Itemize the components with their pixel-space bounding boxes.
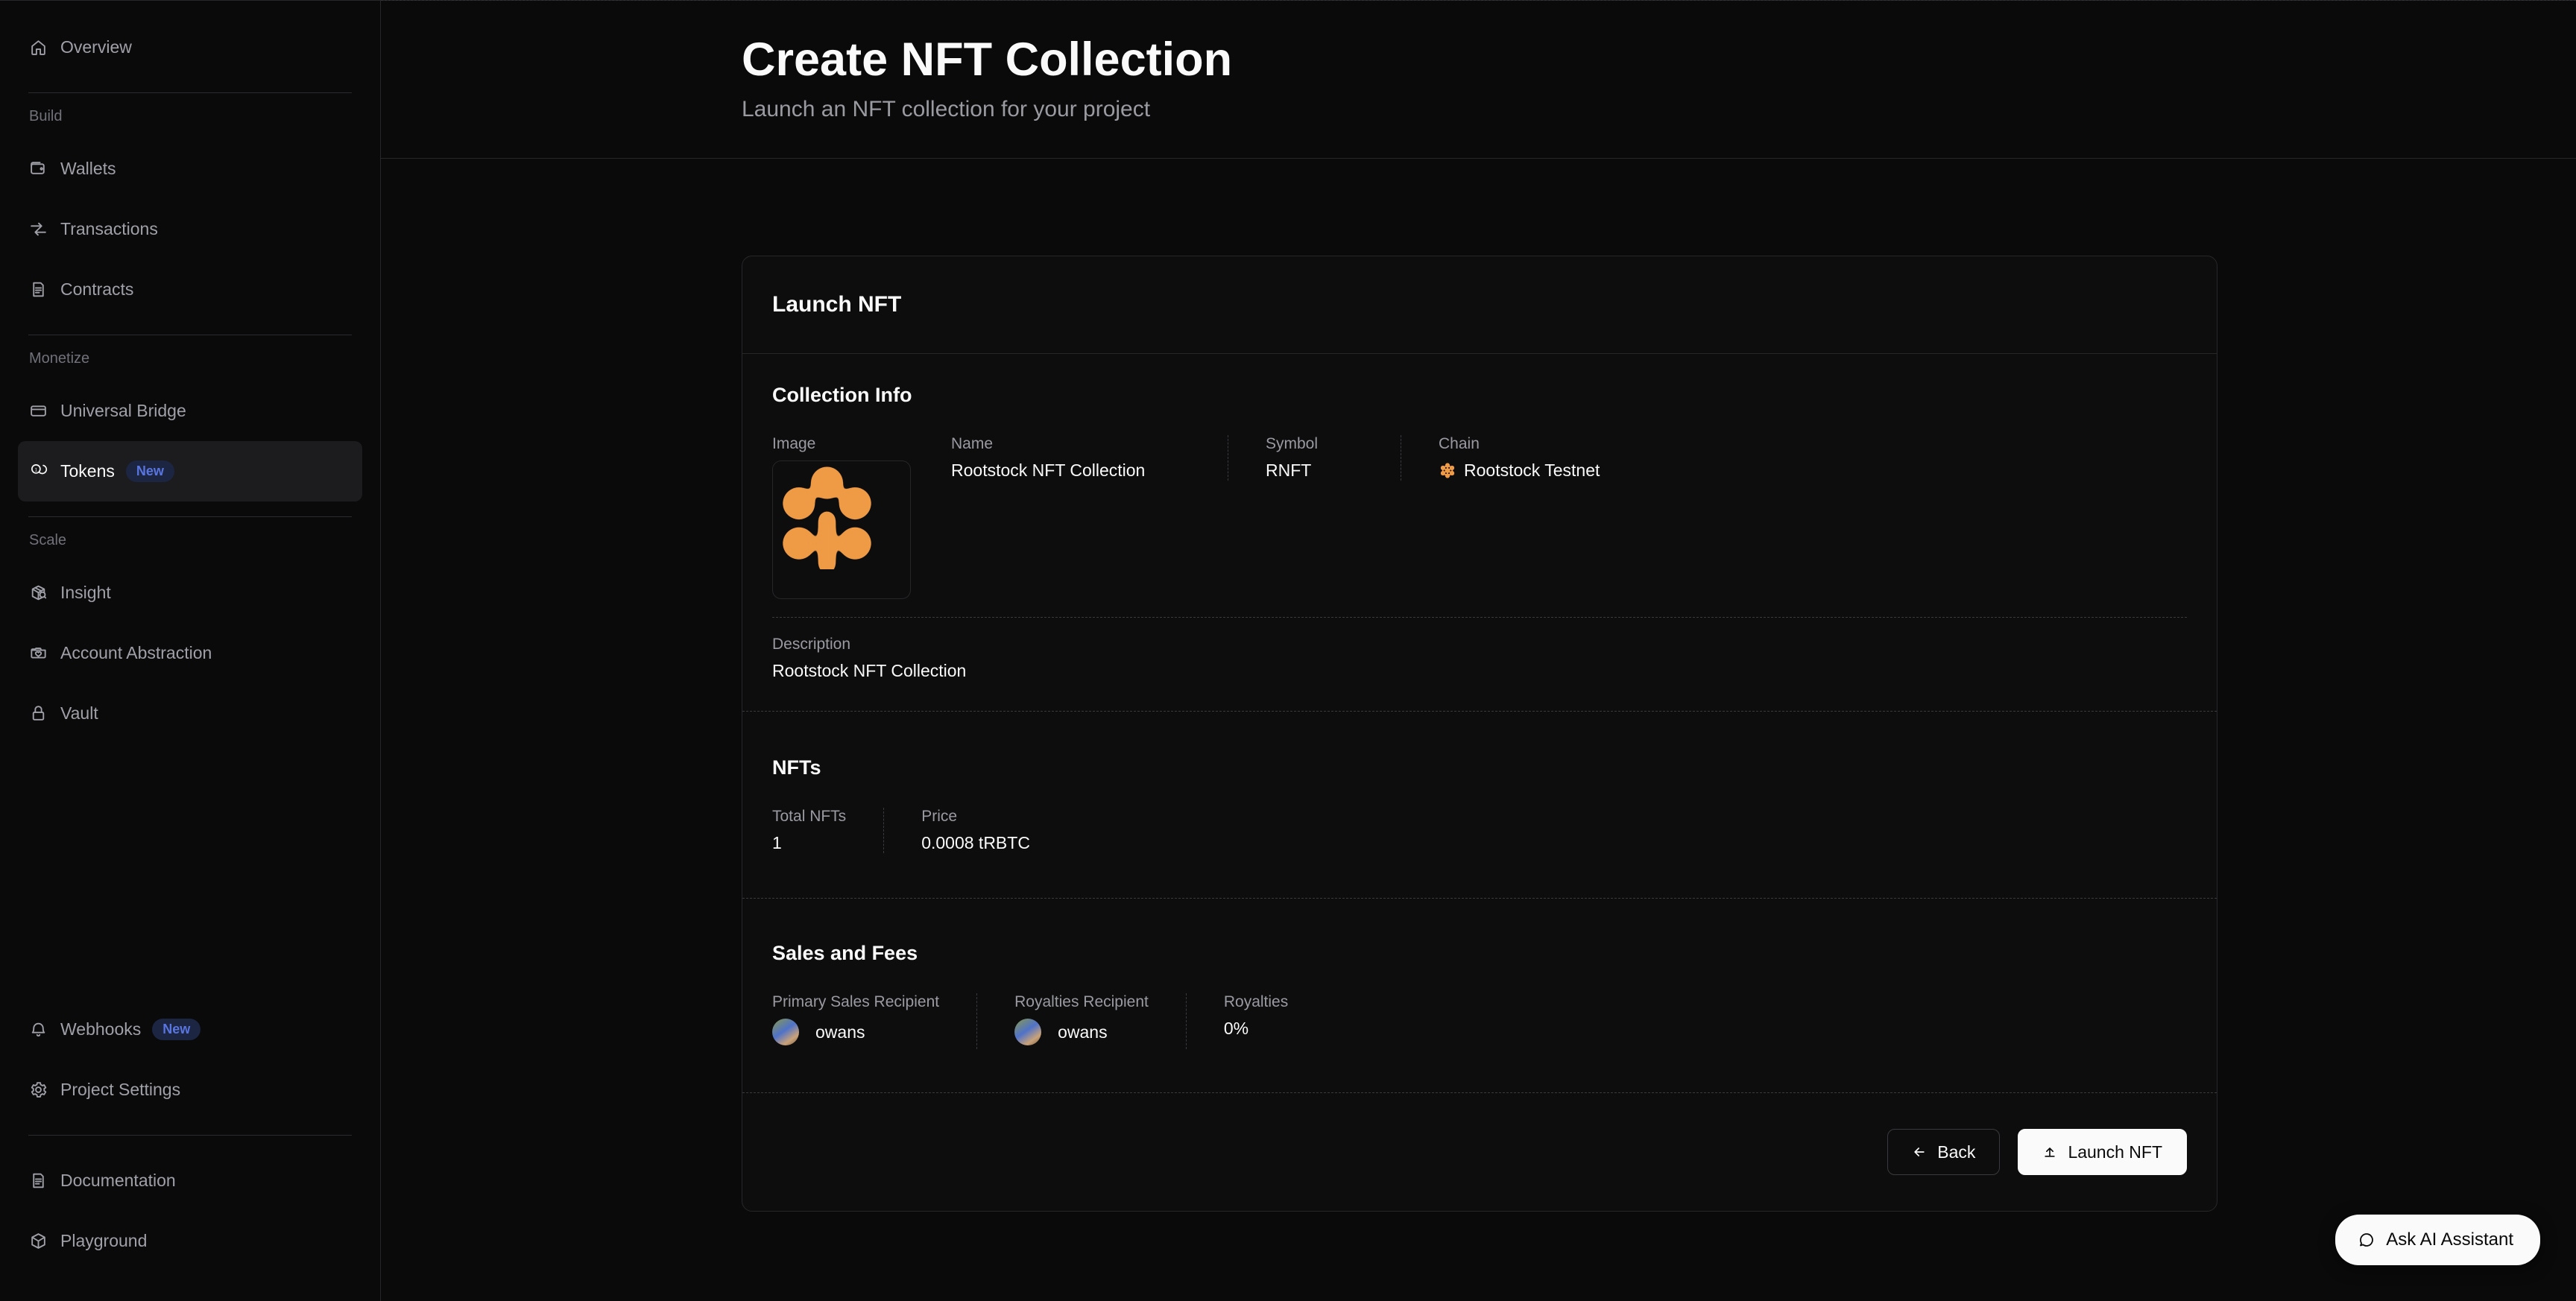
svg-text:1: 1 — [35, 467, 38, 472]
